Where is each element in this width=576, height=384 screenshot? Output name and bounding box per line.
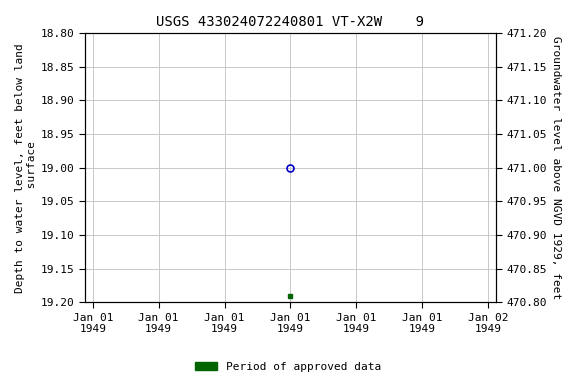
Y-axis label: Depth to water level, feet below land
 surface: Depth to water level, feet below land su… <box>15 43 37 293</box>
Legend: Period of approved data: Period of approved data <box>191 358 385 377</box>
Y-axis label: Groundwater level above NGVD 1929, feet: Groundwater level above NGVD 1929, feet <box>551 36 561 299</box>
Title: USGS 433024072240801 VT-X2W    9: USGS 433024072240801 VT-X2W 9 <box>157 15 425 29</box>
